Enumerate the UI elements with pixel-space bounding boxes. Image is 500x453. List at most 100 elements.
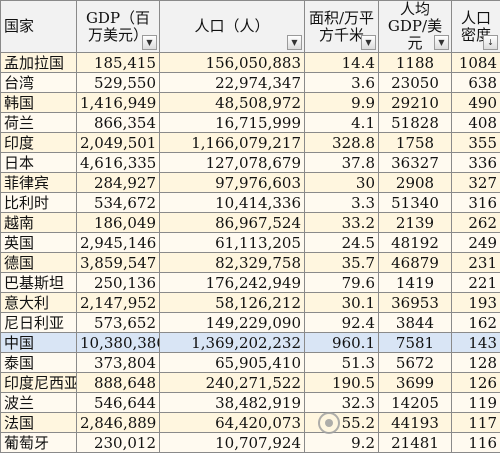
cell-population[interactable]: 10,707,924 xyxy=(160,433,305,453)
cell-country[interactable]: 台湾 xyxy=(1,73,77,93)
cell-area[interactable]: 14.4 xyxy=(305,53,379,73)
cell-country[interactable]: 比利时 xyxy=(1,193,77,213)
cell-gdp-per-capita[interactable]: 14205 xyxy=(379,393,452,413)
cell-gdp[interactable]: 866,354 xyxy=(77,113,160,133)
filter-dropdown-icon[interactable]: ▼ xyxy=(361,35,376,50)
cell-population[interactable]: 176,242,949 xyxy=(160,273,305,293)
cell-gdp[interactable]: 546,644 xyxy=(77,393,160,413)
cell-gdp-per-capita[interactable]: 3699 xyxy=(379,373,452,393)
cell-area[interactable]: 24.5 xyxy=(305,233,379,253)
cell-population[interactable]: 156,050,883 xyxy=(160,53,305,73)
cell-density[interactable]: 408 xyxy=(452,113,500,133)
cell-gdp[interactable]: 10,380,380 xyxy=(77,333,160,353)
cell-gdp-per-capita[interactable]: 2908 xyxy=(379,173,452,193)
cell-gdp[interactable]: 4,616,335 xyxy=(77,153,160,173)
cell-gdp-per-capita[interactable]: 46879 xyxy=(379,253,452,273)
cell-area[interactable]: 79.6 xyxy=(305,273,379,293)
cell-density[interactable]: 1084 xyxy=(452,53,500,73)
cell-density[interactable]: 231 xyxy=(452,253,500,273)
cell-gdp-per-capita[interactable]: 2139 xyxy=(379,213,452,233)
cell-area[interactable]: 37.8 xyxy=(305,153,379,173)
cell-area[interactable]: 35.7 xyxy=(305,253,379,273)
cell-population[interactable]: 16,715,999 xyxy=(160,113,305,133)
cell-density[interactable]: 336 xyxy=(452,153,500,173)
cell-gdp[interactable]: 185,415 xyxy=(77,53,160,73)
cell-country[interactable]: 印度 xyxy=(1,133,77,153)
cell-gdp-per-capita[interactable]: 5672 xyxy=(379,353,452,373)
cell-density[interactable]: 126 xyxy=(452,373,500,393)
cell-population[interactable]: 149,229,090 xyxy=(160,313,305,333)
cell-gdp[interactable]: 534,672 xyxy=(77,193,160,213)
cell-gdp[interactable]: 888,648 xyxy=(77,373,160,393)
cell-gdp-per-capita[interactable]: 1758 xyxy=(379,133,452,153)
cell-country[interactable]: 韩国 xyxy=(1,93,77,113)
cell-population[interactable]: 22,974,347 xyxy=(160,73,305,93)
cell-population[interactable]: 240,271,522 xyxy=(160,373,305,393)
cell-population[interactable]: 97,976,603 xyxy=(160,173,305,193)
cell-area[interactable]: 30 xyxy=(305,173,379,193)
cell-gdp-per-capita[interactable]: 1419 xyxy=(379,273,452,293)
cell-population[interactable]: 65,905,410 xyxy=(160,353,305,373)
header-density[interactable]: 人口密度 ↓ xyxy=(452,1,500,53)
cell-gdp[interactable]: 284,927 xyxy=(77,173,160,193)
cell-gdp[interactable]: 186,049 xyxy=(77,213,160,233)
cell-gdp[interactable]: 2,049,501 xyxy=(77,133,160,153)
cell-gdp-per-capita[interactable]: 29210 xyxy=(379,93,452,113)
cell-area[interactable]: 30.1 xyxy=(305,293,379,313)
cell-population[interactable]: 38,482,919 xyxy=(160,393,305,413)
header-gdp[interactable]: GDP（百万美元） ▼ xyxy=(77,1,160,53)
cell-gdp-per-capita[interactable]: 36327 xyxy=(379,153,452,173)
cell-country[interactable]: 巴基斯坦 xyxy=(1,273,77,293)
cell-country[interactable]: 印度尼西亚 xyxy=(1,373,77,393)
header-country[interactable]: 国家 xyxy=(1,1,77,53)
cell-density[interactable]: 638 xyxy=(452,73,500,93)
cell-country[interactable]: 英国 xyxy=(1,233,77,253)
cell-population[interactable]: 58,126,212 xyxy=(160,293,305,313)
cell-gdp[interactable]: 2,147,952 xyxy=(77,293,160,313)
cell-country[interactable]: 法国 xyxy=(1,413,77,433)
cell-population[interactable]: 82,329,758 xyxy=(160,253,305,273)
filter-dropdown-icon[interactable]: ▼ xyxy=(142,35,157,50)
cell-density[interactable]: 193 xyxy=(452,293,500,313)
cell-country[interactable]: 荷兰 xyxy=(1,113,77,133)
sort-descending-icon[interactable]: ↓ xyxy=(483,35,498,50)
cell-density[interactable]: 162 xyxy=(452,313,500,333)
cell-density[interactable]: 117 xyxy=(452,413,500,433)
cell-population[interactable]: 61,113,205 xyxy=(160,233,305,253)
cell-area[interactable]: 3.6 xyxy=(305,73,379,93)
cell-gdp-per-capita[interactable]: 7581 xyxy=(379,333,452,353)
cell-density[interactable]: 249 xyxy=(452,233,500,253)
cell-density[interactable]: 490 xyxy=(452,93,500,113)
cell-gdp[interactable]: 529,550 xyxy=(77,73,160,93)
cell-area[interactable]: 55.2 xyxy=(305,413,379,433)
cell-gdp-per-capita[interactable]: 44193 xyxy=(379,413,452,433)
cell-gdp-per-capita[interactable]: 51340 xyxy=(379,193,452,213)
cell-gdp[interactable]: 373,804 xyxy=(77,353,160,373)
header-gdp-per-capita[interactable]: 人均GDP/美元 ▼ xyxy=(379,1,452,53)
cell-country[interactable]: 孟加拉国 xyxy=(1,53,77,73)
cell-gdp-per-capita[interactable]: 23050 xyxy=(379,73,452,93)
cell-gdp-per-capita[interactable]: 48192 xyxy=(379,233,452,253)
cell-gdp[interactable]: 2,945,146 xyxy=(77,233,160,253)
cell-population[interactable]: 48,508,972 xyxy=(160,93,305,113)
cell-density[interactable]: 143 xyxy=(452,333,500,353)
cell-population[interactable]: 127,078,679 xyxy=(160,153,305,173)
cell-population[interactable]: 1,369,202,232 xyxy=(160,333,305,353)
cell-gdp-per-capita[interactable]: 36953 xyxy=(379,293,452,313)
cell-area[interactable]: 328.8 xyxy=(305,133,379,153)
cell-country[interactable]: 日本 xyxy=(1,153,77,173)
cell-density[interactable]: 327 xyxy=(452,173,500,193)
cell-density[interactable]: 262 xyxy=(452,213,500,233)
cell-density[interactable]: 119 xyxy=(452,393,500,413)
cell-country[interactable]: 意大利 xyxy=(1,293,77,313)
cell-area[interactable]: 4.1 xyxy=(305,113,379,133)
cell-gdp-per-capita[interactable]: 21481 xyxy=(379,433,452,453)
cell-area[interactable]: 190.5 xyxy=(305,373,379,393)
cell-population[interactable]: 1,166,079,217 xyxy=(160,133,305,153)
cell-area[interactable]: 32.3 xyxy=(305,393,379,413)
cell-gdp[interactable]: 573,652 xyxy=(77,313,160,333)
cell-population[interactable]: 86,967,524 xyxy=(160,213,305,233)
cell-gdp[interactable]: 3,859,547 xyxy=(77,253,160,273)
header-population[interactable]: 人口（人） ▼ xyxy=(160,1,305,53)
cell-gdp[interactable]: 230,012 xyxy=(77,433,160,453)
